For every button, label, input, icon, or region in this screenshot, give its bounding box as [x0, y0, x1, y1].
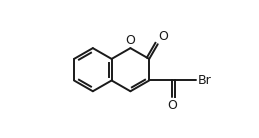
- Text: O: O: [168, 99, 177, 112]
- Text: O: O: [125, 34, 135, 47]
- Text: Br: Br: [198, 74, 212, 87]
- Text: O: O: [159, 30, 168, 43]
